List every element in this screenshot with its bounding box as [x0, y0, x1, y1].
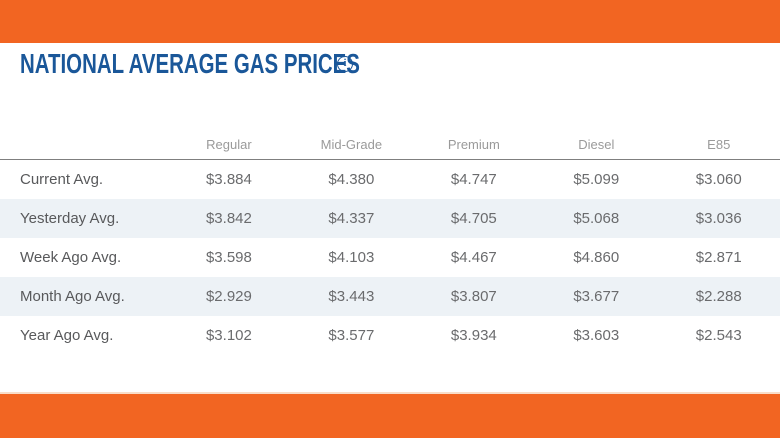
column-header-blank [0, 112, 168, 160]
table-body: Current Avg. $3.884 $4.380 $4.747 $5.099… [0, 160, 780, 355]
cell-value: $4.103 [328, 248, 375, 266]
header-row: Regular Mid-Grade Premium Diesel E85 [0, 112, 780, 160]
row-label: Month Ago Avg. [20, 287, 125, 305]
column-header-premium: Premium [412, 112, 536, 160]
column-header-midgrade: Mid-Grade [290, 112, 413, 160]
cell-value: $3.577 [328, 326, 375, 344]
top-orange-bar [0, 0, 780, 43]
column-header-e85: E85 [657, 112, 780, 160]
table-header: Regular Mid-Grade Premium Diesel E85 [0, 112, 780, 160]
cell-value: $4.337 [328, 209, 375, 227]
cell-value: $2.543 [695, 326, 742, 344]
cell-value: $4.380 [328, 170, 375, 188]
cell-value: $5.099 [573, 170, 620, 188]
row-label: Week Ago Avg. [20, 248, 122, 266]
cell-value: $4.747 [450, 170, 497, 188]
page-title: NATIONAL AVERAGE GAS PRICES [20, 48, 360, 79]
table-row-month-ago: Month Ago Avg. $2.929 $3.443 $3.807 $3.6… [0, 276, 780, 316]
table-row-year-ago: Year Ago Avg. $3.102 $3.577 $3.934 $3.60… [0, 316, 780, 355]
row-label: Yesterday Avg. [20, 209, 120, 227]
cell-value: $3.807 [450, 287, 497, 305]
bottom-orange-bar [0, 392, 780, 438]
cell-value: $2.871 [695, 248, 742, 266]
table-row-week-ago: Week Ago Avg. $3.598 $4.103 $4.467 $4.86… [0, 238, 780, 277]
cell-value: $5.068 [573, 209, 620, 227]
row-label: Year Ago Avg. [20, 326, 114, 344]
cell-value: $3.603 [573, 326, 620, 344]
cell-value: $3.884 [205, 170, 252, 188]
cell-value: $3.060 [695, 170, 742, 188]
cell-value: $2.929 [205, 287, 252, 305]
cell-value: $3.934 [450, 326, 497, 344]
cell-value: $3.598 [205, 248, 252, 266]
row-label: Current Avg. [20, 170, 104, 188]
cell-value: $4.467 [450, 248, 497, 266]
cell-value: $3.842 [205, 209, 252, 227]
column-header-regular: Regular [167, 112, 291, 160]
table-row-yesterday: Yesterday Avg. $3.842 $4.337 $4.705 $5.0… [0, 198, 780, 238]
cell-value: $3.677 [573, 287, 620, 305]
cell-value: $4.860 [573, 248, 620, 266]
info-icon[interactable]: i [337, 56, 353, 72]
gas-prices-table: Regular Mid-Grade Premium Diesel E85 Cur… [0, 112, 780, 355]
cell-value: $2.288 [695, 287, 742, 305]
table-row-current: Current Avg. $3.884 $4.380 $4.747 $5.099… [0, 160, 780, 199]
cell-value: $3.036 [695, 209, 742, 227]
column-header-diesel: Diesel [535, 112, 658, 160]
cell-value: $4.705 [450, 209, 497, 227]
cell-value: $3.443 [328, 287, 375, 305]
cell-value: $3.102 [205, 326, 252, 344]
